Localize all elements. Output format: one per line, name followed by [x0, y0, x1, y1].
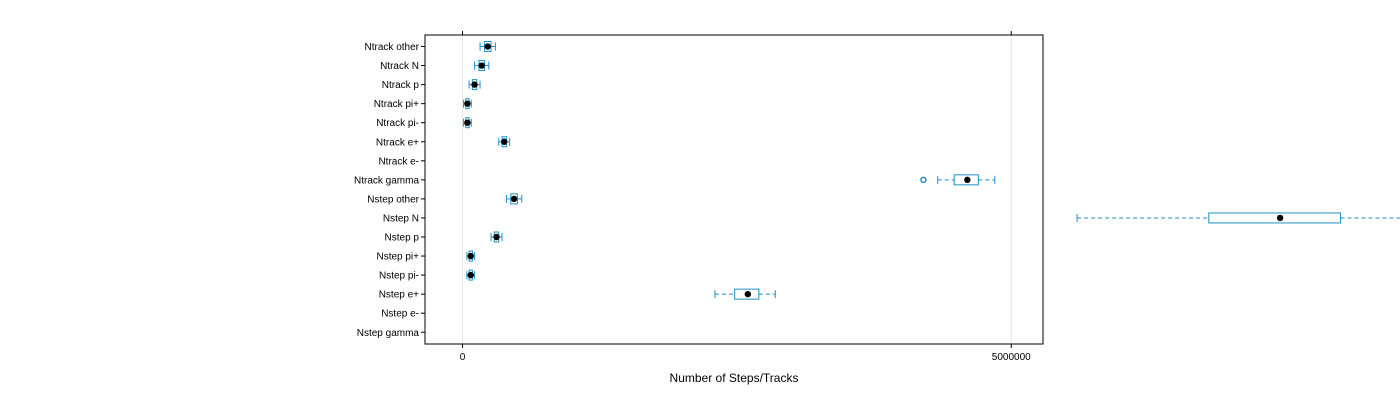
- y-category-label: Nstep pi+: [376, 252, 419, 263]
- y-category-label: Ntrack gamma: [354, 175, 419, 186]
- x-tick-label: 5000000: [992, 352, 1031, 363]
- median-dot: [1276, 214, 1284, 222]
- box-nstep-n: [1076, 212, 1400, 224]
- box-ntrack-other: [479, 41, 496, 52]
- box-ntrack-pi-: [463, 98, 472, 110]
- y-category-label: Ntrack other: [365, 42, 420, 53]
- median-dot: [471, 81, 478, 88]
- x-tick-label: 0: [460, 352, 466, 363]
- box-ntrack-e-: [498, 136, 511, 148]
- y-category-label: Ntrack e-: [378, 156, 419, 167]
- y-category-label: Ntrack e+: [376, 137, 419, 148]
- y-category-label: Ntrack N: [380, 61, 419, 72]
- median-dot: [484, 43, 491, 50]
- box-series: [463, 41, 1400, 300]
- median-dot: [464, 119, 471, 126]
- y-category-label: Ntrack p: [382, 80, 420, 91]
- box-ntrack-gamma: [920, 174, 996, 186]
- median-dot: [467, 252, 474, 260]
- x-axis-title: Number of Steps/Tracks: [670, 371, 799, 385]
- median-dot: [493, 233, 500, 241]
- median-dot: [464, 100, 471, 107]
- box-ntrack-p: [468, 79, 481, 91]
- box-nstep-p: [490, 231, 503, 243]
- box-ntrack-n: [474, 60, 490, 72]
- median-dot: [964, 176, 971, 184]
- box-ntrack-pi-: [463, 117, 472, 129]
- outlier-point: [920, 176, 927, 184]
- y-axis: Ntrack other Ntrack N Ntrack p Ntrack pi+ Nt…: [354, 42, 425, 339]
- y-category-label: Ntrack pi-: [376, 118, 419, 129]
- y-category-label: Nstep other: [367, 194, 419, 205]
- box-nstep-pi-: [466, 269, 476, 281]
- median-dot: [744, 290, 752, 298]
- median-dot: [501, 138, 508, 145]
- y-category-label: Ntrack pi+: [374, 99, 419, 110]
- iqr-box: [1208, 212, 1342, 224]
- y-category-label: Nstep pi-: [379, 271, 419, 282]
- y-category-label: Nstep gamma: [357, 328, 420, 339]
- plot-frame: [424, 34, 1044, 345]
- median-dot: [467, 271, 474, 279]
- y-category-label: Nstep p: [385, 233, 420, 244]
- y-category-label: Nstep N: [383, 213, 419, 224]
- box-nstep-pi-: [466, 250, 476, 262]
- gridlines: [462, 35, 1012, 344]
- box-nstep-other: [505, 193, 523, 205]
- median-dot: [478, 62, 485, 69]
- y-category-label: Nstep e-: [381, 309, 419, 320]
- box-nstep-e-: [714, 288, 776, 300]
- x-axis: 05000000100000001500000020000000: [460, 31, 1031, 363]
- median-dot: [510, 195, 518, 203]
- y-category-label: Nstep e+: [379, 290, 419, 301]
